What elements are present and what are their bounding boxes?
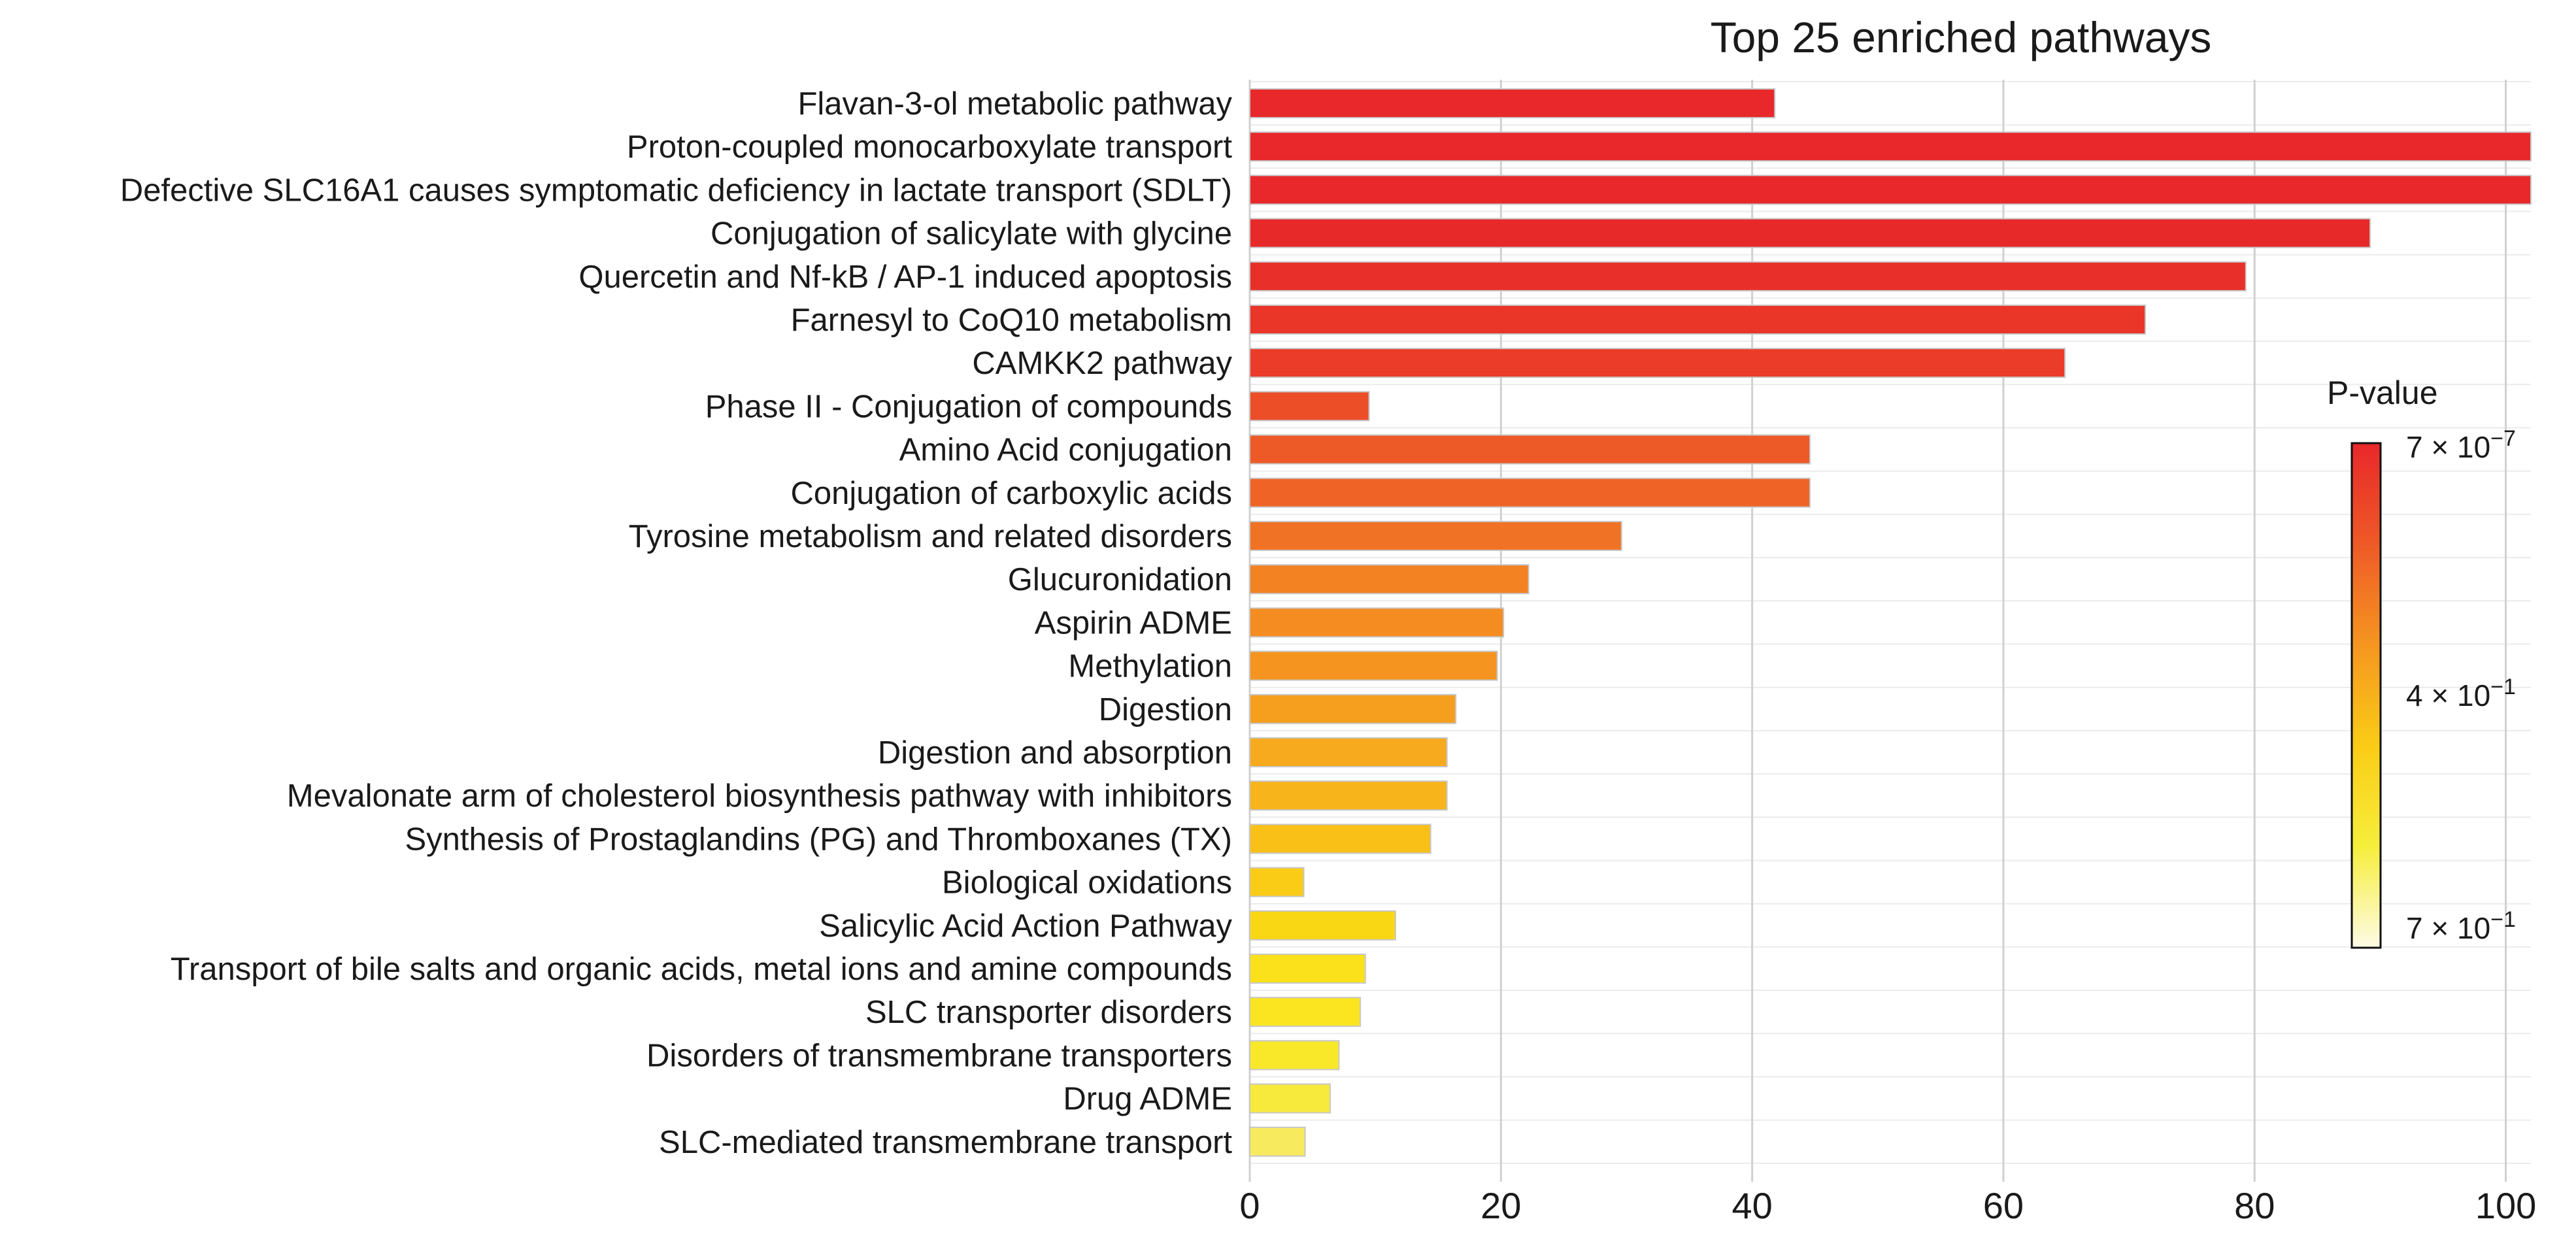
chart-title: Top 25 enriched pathways xyxy=(1711,13,2212,61)
bar xyxy=(1249,477,1811,508)
category-label: Conjugation of carboxylic acids xyxy=(791,476,1232,511)
bars xyxy=(1249,88,2532,1157)
legend-tick-label: 4 × 10−1 xyxy=(2406,675,2516,712)
bar xyxy=(1249,1126,1306,1157)
bar xyxy=(1249,218,2371,248)
bar xyxy=(1249,175,2532,205)
category-label: Salicylic Acid Action Pathway xyxy=(819,909,1232,944)
bar xyxy=(1249,650,1498,681)
bar xyxy=(1249,780,1448,811)
category-label: Phase II - Conjugation of compounds xyxy=(705,389,1232,424)
category-label: Methylation xyxy=(1068,649,1232,684)
category-label: Flavan-3-ol metabolic pathway xyxy=(797,86,1232,122)
legend-tick-label: 7 × 10−1 xyxy=(2406,907,2516,945)
bar xyxy=(1249,910,1396,941)
category-label: Mevalonate arm of cholesterol biosynthes… xyxy=(287,778,1232,814)
bar xyxy=(1249,88,1776,118)
bar xyxy=(1249,391,1370,422)
category-label: CAMKK2 pathway xyxy=(972,346,1232,381)
bar xyxy=(1249,348,2066,378)
x-axis-ticks: 0 20 40 60 80 100 xyxy=(1239,1185,2536,1226)
category-label: Synthesis of Prostaglandins (PG) and Thr… xyxy=(405,822,1232,857)
category-label: SLC-mediated transmembrane transport xyxy=(659,1125,1232,1160)
x-tick-label: 100 xyxy=(2475,1185,2536,1226)
category-label: SLC transporter disorders xyxy=(865,995,1232,1030)
category-label: Proton-coupled monocarboxylate transport xyxy=(627,129,1232,165)
bar xyxy=(1249,564,1530,595)
bar xyxy=(1249,824,1431,854)
x-tick-label: 60 xyxy=(1983,1185,2024,1226)
category-label: Digestion and absorption xyxy=(878,735,1232,771)
bar xyxy=(1249,131,2532,162)
bar xyxy=(1249,607,1505,638)
bar xyxy=(1249,261,2247,292)
grid-lines xyxy=(1248,80,2531,1182)
category-label: Tyrosine metabolism and related disorder… xyxy=(629,519,1232,554)
bar xyxy=(1249,693,1457,724)
x-tick-label: 20 xyxy=(1480,1185,1521,1226)
x-tick-label: 40 xyxy=(1731,1185,1772,1226)
bar xyxy=(1249,954,1366,984)
category-label: Amino Acid conjugation xyxy=(899,433,1232,468)
category-label: Biological oxidations xyxy=(942,865,1232,901)
category-label: Defective SLC16A1 causes symptomatic def… xyxy=(120,173,1232,208)
bar xyxy=(1249,867,1305,897)
category-labels: Flavan-3-ol metabolic pathway Proton-coup… xyxy=(120,86,1233,1160)
bar xyxy=(1249,434,1811,465)
legend-tick-label: 7 × 10−7 xyxy=(2406,426,2516,464)
bar xyxy=(1249,997,1362,1027)
legend-title: P-value xyxy=(2327,375,2438,411)
category-label: Conjugation of salicylate with glycine xyxy=(711,216,1232,252)
p-value-legend: P-value 7 × 10−7 4 × 10−1 7 × 10−1 xyxy=(2327,375,2516,949)
x-tick-label: 80 xyxy=(2234,1185,2275,1226)
bar xyxy=(1249,737,1448,767)
category-label: Glucuronidation xyxy=(1008,562,1232,597)
category-label: Drug ADME xyxy=(1063,1082,1232,1117)
bar xyxy=(1249,1083,1331,1114)
x-tick-label: 0 xyxy=(1239,1185,1260,1226)
category-label: Digestion xyxy=(1099,692,1232,727)
legend-colorbar xyxy=(2350,442,2382,949)
bar xyxy=(1249,305,2147,335)
category-label: Quercetin and Nf-kB / AP-1 induced apopt… xyxy=(578,259,1232,295)
category-label: Aspirin ADME xyxy=(1035,605,1232,641)
bar xyxy=(1249,1040,1340,1071)
category-label: Farnesyl to CoQ10 metabolism xyxy=(791,303,1232,338)
category-label: Transport of bile salts and organic acid… xyxy=(171,952,1232,987)
category-label: Disorders of transmembrane transporters xyxy=(646,1038,1232,1073)
bar xyxy=(1249,521,1622,551)
